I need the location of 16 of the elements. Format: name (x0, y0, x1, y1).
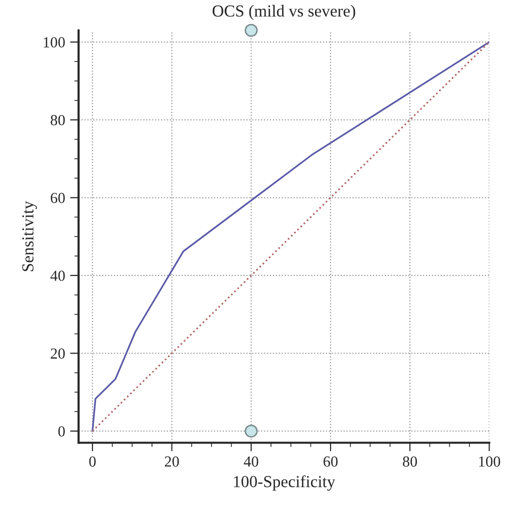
y-tick-label: 80 (50, 114, 65, 126)
x-tick-label: 60 (324, 456, 338, 467)
y-tick-label: 0 (58, 426, 65, 437)
chart-title: OCS (mild vs severe) (212, 4, 356, 20)
x-tick-label: 40 (244, 456, 258, 467)
x-tick-label: 0 (89, 456, 96, 467)
line-series (92, 41, 490, 432)
x-tick-label: 20 (164, 456, 179, 467)
y-axis-title: Sensitivity (22, 200, 37, 272)
y-tick-label: 20 (50, 348, 65, 359)
y-tick-label: 60 (50, 192, 65, 204)
x-axis-title: 100-Specificity (234, 475, 336, 491)
x-tick-label: 100 (479, 456, 500, 467)
y-tick-label: 40 (50, 270, 65, 281)
x-tick-label: 80 (402, 456, 417, 467)
y-tick-label: 100 (44, 37, 65, 48)
